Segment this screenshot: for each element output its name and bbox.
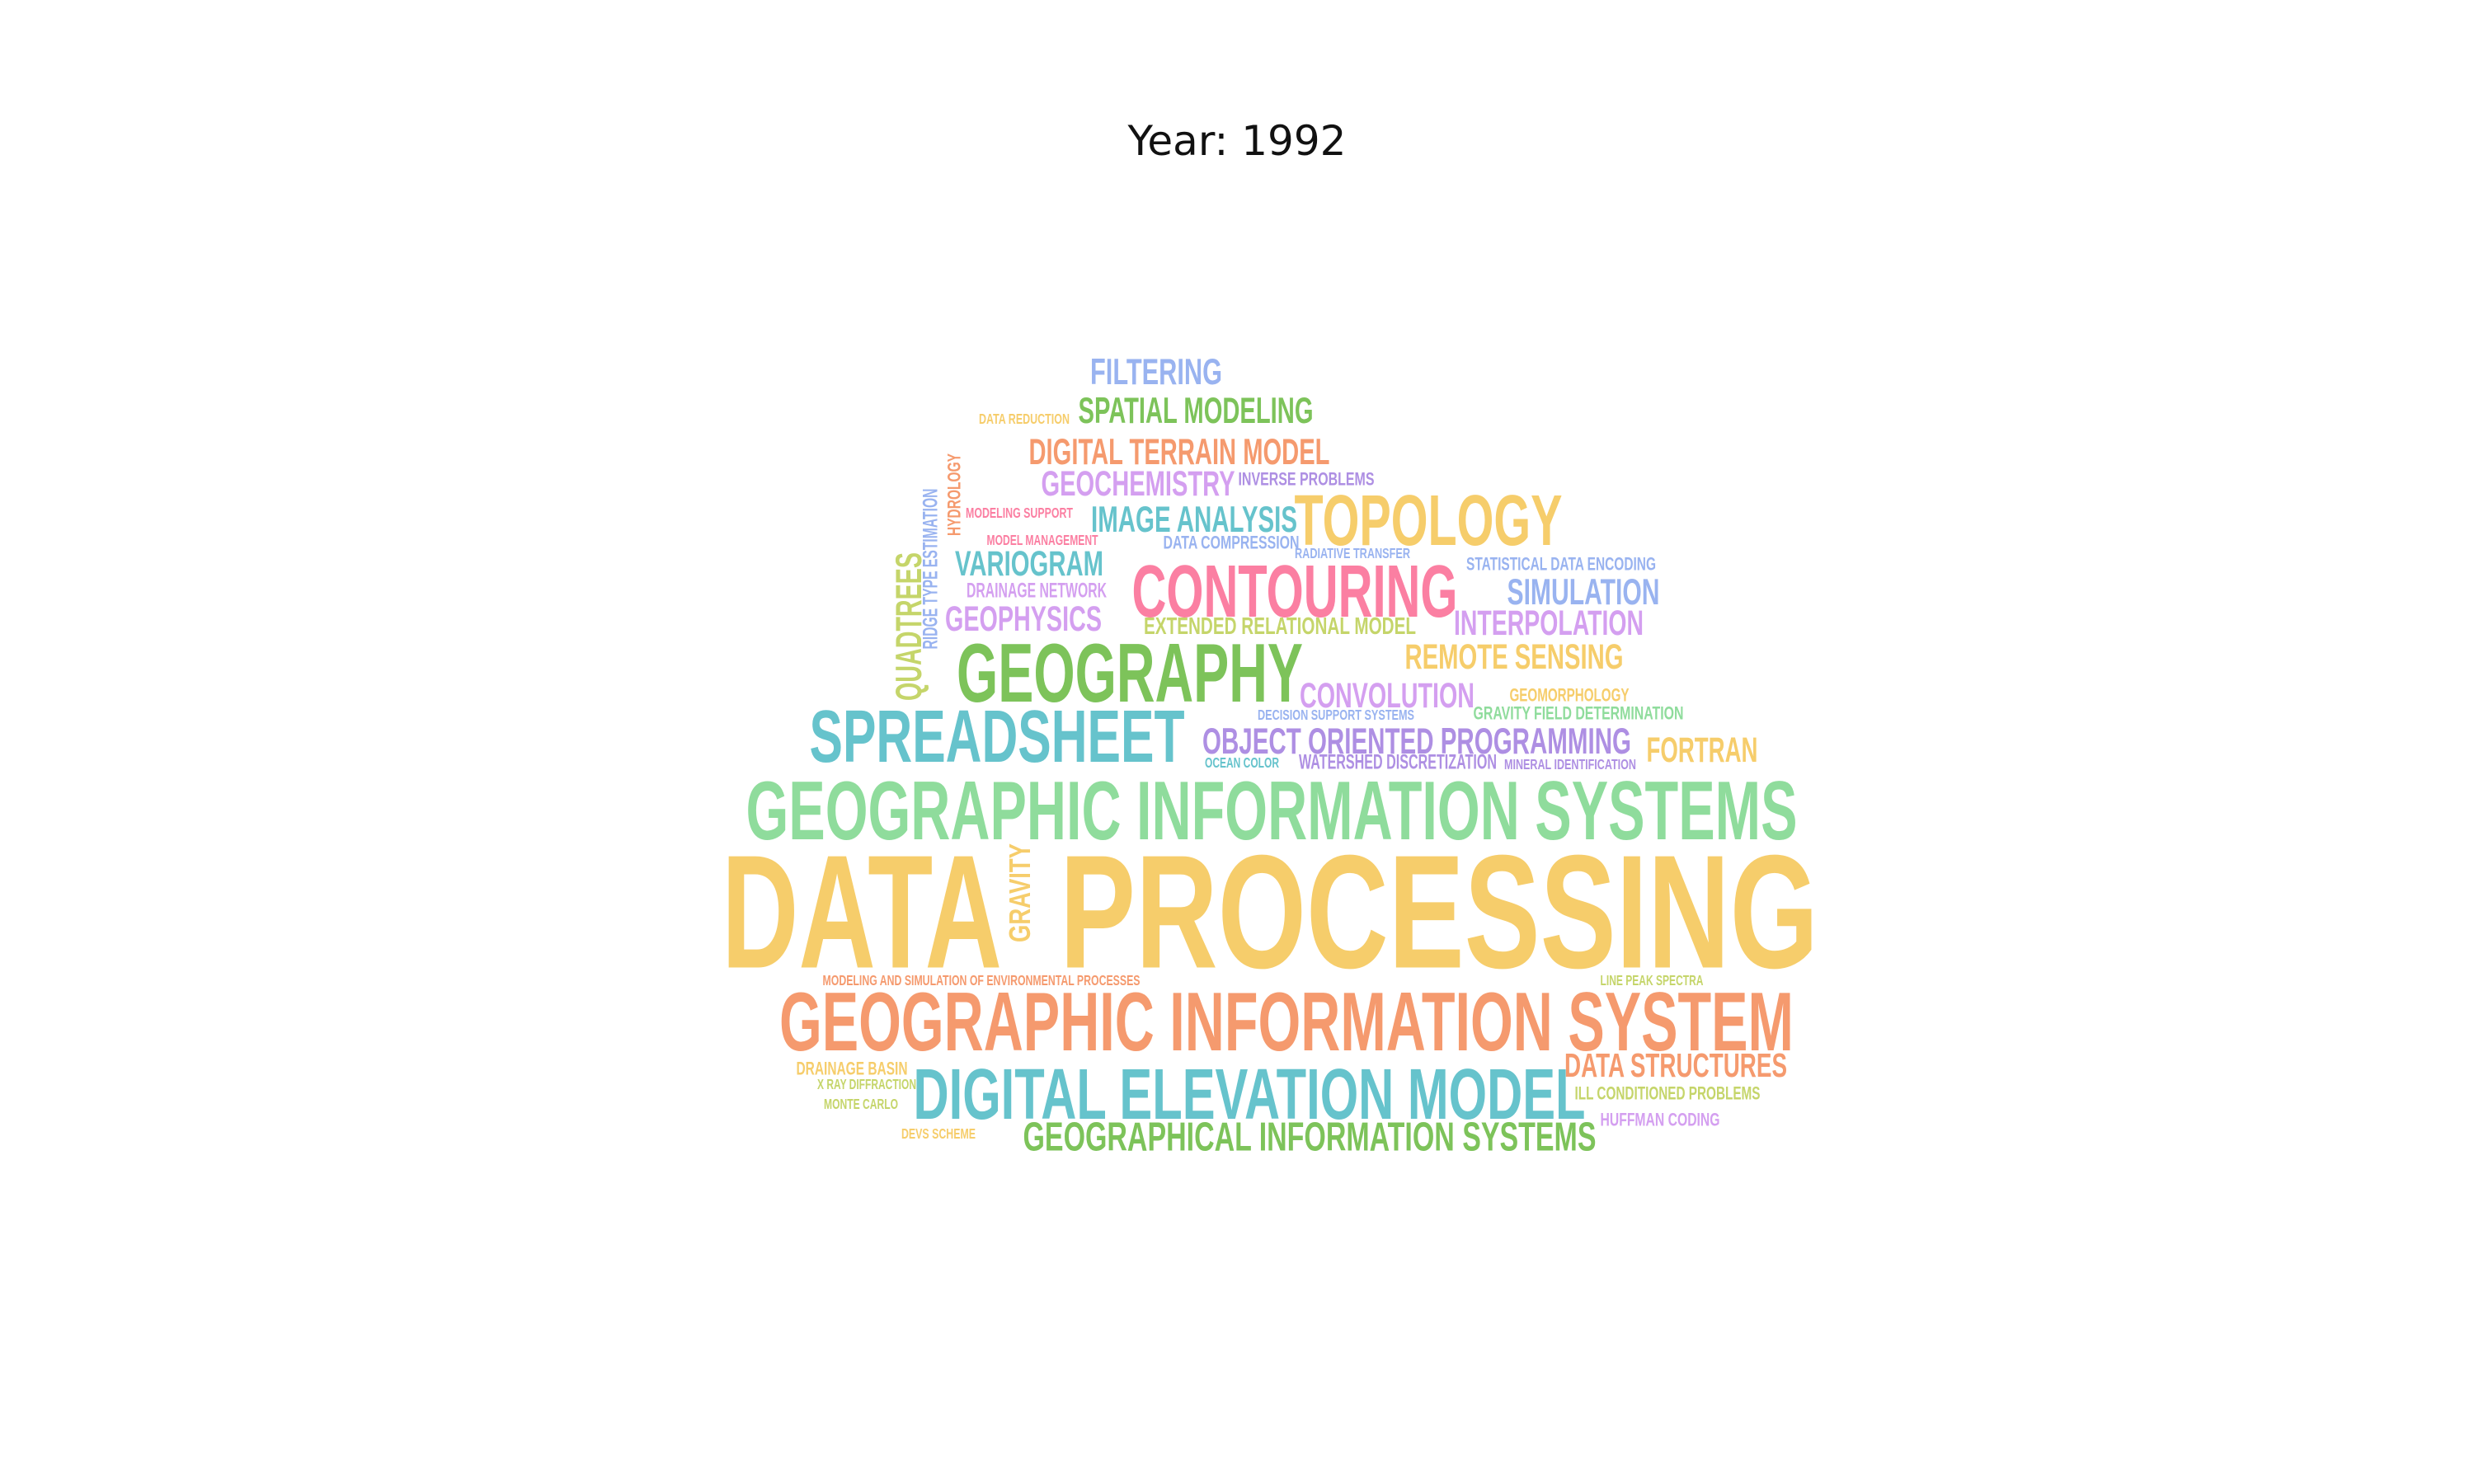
word-object-oriented-programming: OBJECT ORIENTED PROGRAMMING [1202,721,1631,762]
word-statistical-data-encoding: STATISTICAL DATA ENCODING [1466,554,1656,575]
word-data-reduction: DATA REDUCTION [979,411,1070,427]
word-geographic-information-system: GEOGRAPHIC INFORMATION SYSTEM [779,976,1794,1068]
word-quadtrees: QUADTREES [888,552,929,701]
word-interpolation: INTERPOLATION [1454,603,1644,643]
word-contouring: CONTOURING [1132,550,1458,632]
word-simulation: SIMULATION [1507,571,1660,613]
word-digital-terrain-model: DIGITAL TERRAIN MODEL [1029,431,1330,472]
word-gravity: GRAVITY [1004,843,1037,942]
word-geophysics: GEOPHYSICS [945,599,1102,639]
word-ill-conditioned-problems: ILL CONDITIONED PROBLEMS [1575,1083,1761,1104]
word-model-management: MODEL MANAGEMENT [987,532,1098,548]
word-spatial-modeling: SPATIAL MODELING [1079,390,1314,431]
word-fortran: FORTRAN [1647,730,1758,770]
word-data-structures: DATA STRUCTURES [1564,1046,1787,1084]
word-radiative-transfer: RADIATIVE TRANSFER [1295,545,1410,561]
word-modeling-support: MODELING SUPPORT [966,505,1073,521]
word-variogram: VARIOGRAM [955,544,1103,584]
word-inverse-problems: INVERSE PROBLEMS [1239,469,1375,490]
word-watershed-discretization: WATERSHED DISCRETIZATION [1299,752,1497,774]
chart-title: Year: 1992 [1127,117,1347,165]
word-processing: PROCESSING [1060,822,1818,1003]
word-image-analysis: IMAGE ANALYSIS [1091,499,1297,540]
word-x-ray-diffraction: X RAY DIFFRACTION [817,1076,916,1092]
word-geochemistry: GEOCHEMISTRY [1042,464,1235,504]
word-devs-scheme: DEVS SCHEME [901,1125,976,1142]
word-mineral-identification: MINERAL IDENTIFICATION [1504,756,1636,773]
word-geomorphology: GEOMORPHOLOGY [1510,685,1630,706]
word-huffman-coding: HUFFMAN CODING [1601,1110,1720,1130]
word-decision-support-systems: DECISION SUPPORT SYSTEMS [1258,707,1414,723]
word-filtering: FILTERING [1090,351,1222,392]
word-ocean-color: OCEAN COLOR [1205,754,1279,771]
word-geography: GEOGRAPHY [957,627,1303,720]
word-topology: TOPOLOGY [1295,480,1563,561]
word-gravity-field-determination: GRAVITY FIELD DETERMINATION [1474,703,1684,724]
word-drainage-network: DRAINAGE NETWORK [967,580,1107,603]
word-ridge-type-estimation: RIDGE TYPE ESTIMATION [920,489,943,650]
word-modeling-and-simulation-of-environmental-processes: MODELING AND SIMULATION OF ENVIRONMENTAL… [823,972,1141,989]
word-extended-relational-model: EXTENDED RELATIONAL MODEL [1144,613,1416,640]
word-spreadsheet: SPREADSHEET [810,695,1185,777]
word-line-peak-spectra: LINE PEAK SPECTRA [1601,972,1704,989]
word-drainage-basin: DRAINAGE BASIN [797,1059,908,1079]
word-data-compression: DATA COMPRESSION [1164,533,1300,553]
word-hydrology: HYDROLOGY [944,453,965,536]
word-convolution: CONVOLUTION [1300,676,1475,716]
word-digital-elevation-model: DIGITAL ELEVATION MODEL [914,1054,1586,1134]
word-geographic-information-systems: GEOGRAPHIC INFORMATION SYSTEMS [746,765,1798,857]
word-data: DATA [722,822,1002,1003]
word-monte-carlo: MONTE CARLO [824,1096,898,1112]
word-remote-sensing: REMOTE SENSING [1405,637,1624,677]
word-geographical-information-systems: GEOGRAPHICAL INFORMATION SYSTEMS [1023,1115,1597,1160]
